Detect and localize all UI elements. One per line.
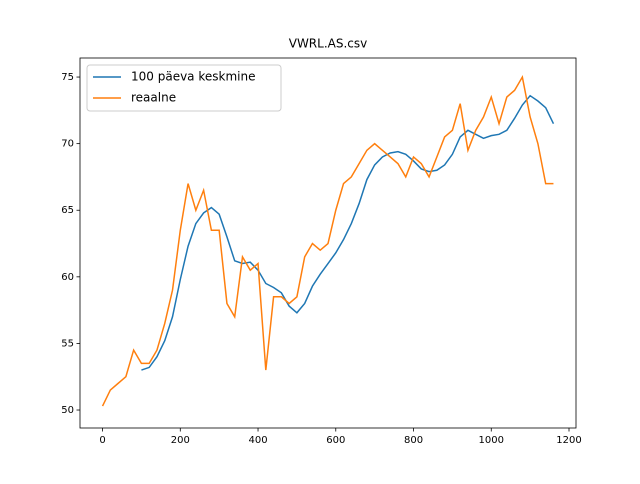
x-tick-label: 800 (404, 435, 423, 446)
data-line (141, 94, 555, 371)
x-tick-label: 600 (326, 435, 345, 446)
y-tick-label: 60 (61, 272, 74, 283)
y-tick-label: 75 (61, 72, 74, 83)
y-tick-label: 70 (61, 139, 74, 150)
plot-frame (79, 57, 577, 429)
x-tick-label: 400 (248, 435, 267, 446)
y-tick-label: 65 (61, 205, 74, 216)
y-tick-label: 50 (61, 405, 74, 416)
data-line (101, 74, 554, 407)
y-tick-label: 55 (61, 338, 74, 349)
chart-title: VWRL.AS.csv (289, 37, 368, 51)
x-tick-label: 200 (171, 435, 190, 446)
legend-label: 100 päeva keskmine (131, 70, 255, 84)
legend-box (86, 64, 282, 112)
x-tick-label: 0 (99, 435, 105, 446)
x-tick-label: 1200 (556, 435, 581, 446)
x-tick-label: 1000 (479, 435, 504, 446)
legend-label: reaalne (131, 91, 176, 105)
